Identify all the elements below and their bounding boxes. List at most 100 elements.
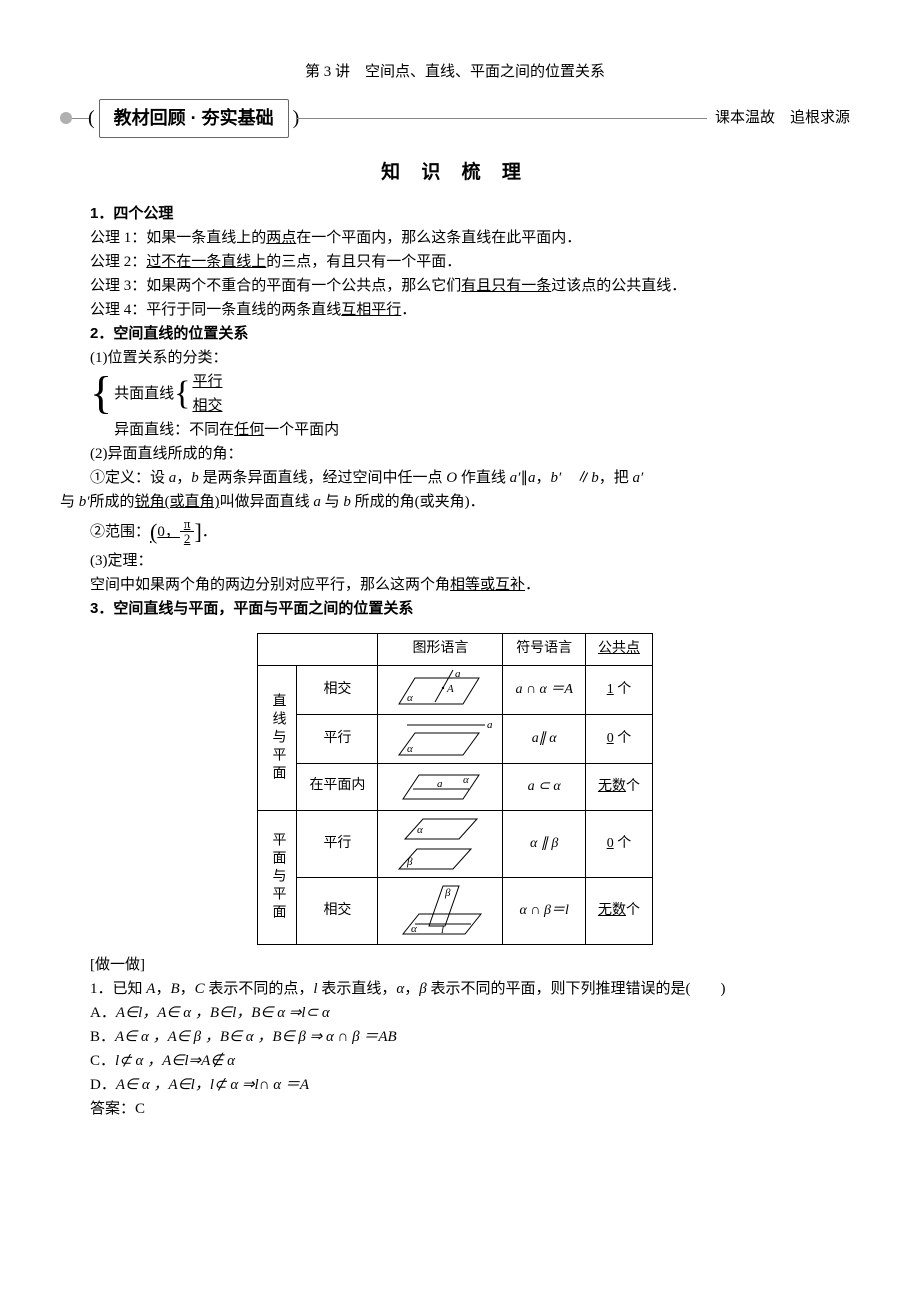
var: a′	[633, 470, 644, 486]
expr: A∈l，A∈ α ，B∈l，B∈ α ⇒l⊂ α	[116, 1005, 330, 1021]
var: C	[195, 981, 205, 997]
blank: 相交	[192, 394, 222, 418]
answer-value: C	[135, 1101, 145, 1117]
answer: 答案：C	[60, 1097, 850, 1121]
var: a′	[510, 470, 521, 486]
question-1: 1．已知 A，B，C 表示不同的点，l 表示直线，α，β 表示不同的平面，则下列…	[60, 977, 850, 1001]
group-plane-plane: 平面与平面	[258, 810, 297, 944]
group-line-plane: 直线与平面	[258, 665, 297, 810]
h-lines: 2．空间直线的位置关系	[60, 322, 850, 346]
table-row: 在平面内 aα a ⊂ α 无数个	[258, 763, 653, 810]
h-axioms: 1．四个公理	[60, 202, 850, 226]
svg-text:β: β	[444, 887, 451, 899]
blank: 任何	[234, 422, 264, 438]
label: 平行	[297, 714, 378, 763]
points: 1 个	[585, 665, 652, 714]
axiom-3: 公理 3：如果两个不重合的平面有一个公共点，那么它们有且只有一条过该点的公共直线…	[60, 274, 850, 298]
t: 公理 1：如果一条直线上的	[90, 230, 266, 246]
figure-icon: aα	[378, 714, 503, 763]
figure-icon: αβ	[378, 810, 503, 877]
figure-icon: aα	[378, 763, 503, 810]
t: 与	[321, 494, 344, 510]
svg-text:A: A	[446, 683, 454, 695]
t: 公理 2：	[90, 254, 146, 270]
t: 公理 4：平行于同一条直线的两条直线	[90, 302, 341, 318]
banner-box: 教材回顾 · 夯实基础	[99, 99, 289, 138]
t: ．	[525, 577, 540, 593]
var: O	[446, 470, 457, 486]
symbol: a∥ α	[503, 714, 586, 763]
def-angle: ①定义：设 a，b 是两条异面直线，经过空间中任一点 O 作直线 a′∥a，b′…	[60, 466, 850, 490]
t: 作直线	[457, 470, 510, 486]
svg-text:a: a	[437, 778, 443, 790]
t: ．	[401, 302, 416, 318]
n: 无数	[598, 903, 626, 918]
symbol: α ∥ β	[503, 810, 586, 877]
rule	[297, 118, 707, 119]
t: 与	[60, 494, 79, 510]
t: ．	[202, 520, 217, 544]
h-planes: 3．空间直线与平面，平面与平面之间的位置关系	[60, 597, 850, 621]
theorem: 空间中如果两个角的两边分别对应平行，那么这两个角相等或互补．	[60, 573, 850, 597]
t: 公理 3：如果两个不重合的平面有一个公共点，那么它们	[90, 278, 461, 294]
t: 在一个平面内，那么这条直线在此平面内．	[296, 230, 581, 246]
n: 0	[607, 731, 614, 746]
t: 的三点，有且只有一个平面．	[266, 254, 461, 270]
symbol: a ∩ α ＝A	[503, 665, 586, 714]
t: ，	[155, 981, 170, 997]
symbol: α ∩ β＝l	[503, 877, 586, 944]
sym: ∥	[576, 470, 591, 486]
t: C．	[90, 1053, 115, 1069]
sym: ∥	[520, 470, 528, 486]
blank: 互相平行	[341, 302, 401, 318]
n: 0	[607, 836, 614, 851]
svg-text:β: β	[406, 856, 413, 868]
var: B	[170, 981, 179, 997]
range: ②范围： ( 0， π 2 ] ．	[90, 514, 850, 549]
paren-left-icon: (	[88, 102, 95, 134]
col-symbol: 符号语言	[503, 634, 586, 665]
svg-text:α: α	[411, 923, 417, 935]
t: 个	[614, 836, 632, 851]
axiom-1: 公理 1：如果一条直线上的两点在一个平面内，那么这条直线在此平面内．	[60, 226, 850, 250]
var: b	[343, 494, 351, 510]
t: ，	[176, 470, 191, 486]
t: 叫做异面直线	[220, 494, 314, 510]
svg-text:α: α	[463, 774, 469, 786]
col-points: 公共点	[598, 641, 640, 656]
table-row: 相交 αβl α ∩ β＝l 无数个	[258, 877, 653, 944]
var: b	[191, 470, 199, 486]
table-row: 平面与平面 平行 αβ α ∥ β 0 个	[258, 810, 653, 877]
option-a: A．A∈l，A∈ α ，B∈l，B∈ α ⇒l⊂ α	[60, 1001, 850, 1025]
t: ②范围：	[90, 520, 150, 544]
blank: 平行	[192, 370, 222, 394]
svg-text:a: a	[455, 668, 461, 680]
figure-icon: α β l	[378, 877, 503, 944]
table-row: 平行 aα a∥ α 0 个	[258, 714, 653, 763]
t: 共面直线	[114, 382, 174, 406]
svg-text:α: α	[407, 743, 413, 755]
t: 异面直线：不同在	[114, 422, 234, 438]
t: 过该点的公共直线．	[551, 278, 686, 294]
t: A．	[90, 1005, 116, 1021]
def-angle-2: 与 b′所成的锐角(或直角)叫做异面直线 a 与 b 所成的角(或夹角)．	[60, 490, 850, 514]
n: 无数	[598, 779, 626, 794]
t: 空间中如果两个角的两边分别对应平行，那么这两个角	[90, 577, 450, 593]
svg-text:l: l	[441, 924, 444, 936]
col-figure: 图形语言	[378, 634, 503, 665]
var: b′	[79, 494, 90, 510]
var: b′	[550, 470, 561, 486]
svg-text:α: α	[417, 824, 423, 836]
t: ，把	[599, 470, 633, 486]
blank: 相等或互补	[450, 577, 525, 593]
var: b	[591, 470, 599, 486]
t: 个	[614, 731, 632, 746]
t: D．	[90, 1077, 116, 1093]
banner: ( 教材回顾 · 夯实基础 ) 课本温故 追根求源	[60, 99, 850, 138]
t: 1．已知	[90, 981, 146, 997]
expr: l⊄ α ，A∈l⇒A∉ α	[115, 1053, 235, 1069]
t: B．	[90, 1029, 115, 1045]
t: 表示不同的平面，则下列推理错误的是( )	[427, 981, 726, 997]
option-b: B．A∈ α ，A∈ β ，B∈ α ，B∈ β ⇒ α ∩ β ＝AB	[60, 1025, 850, 1049]
t: 表示直线，	[318, 981, 397, 997]
